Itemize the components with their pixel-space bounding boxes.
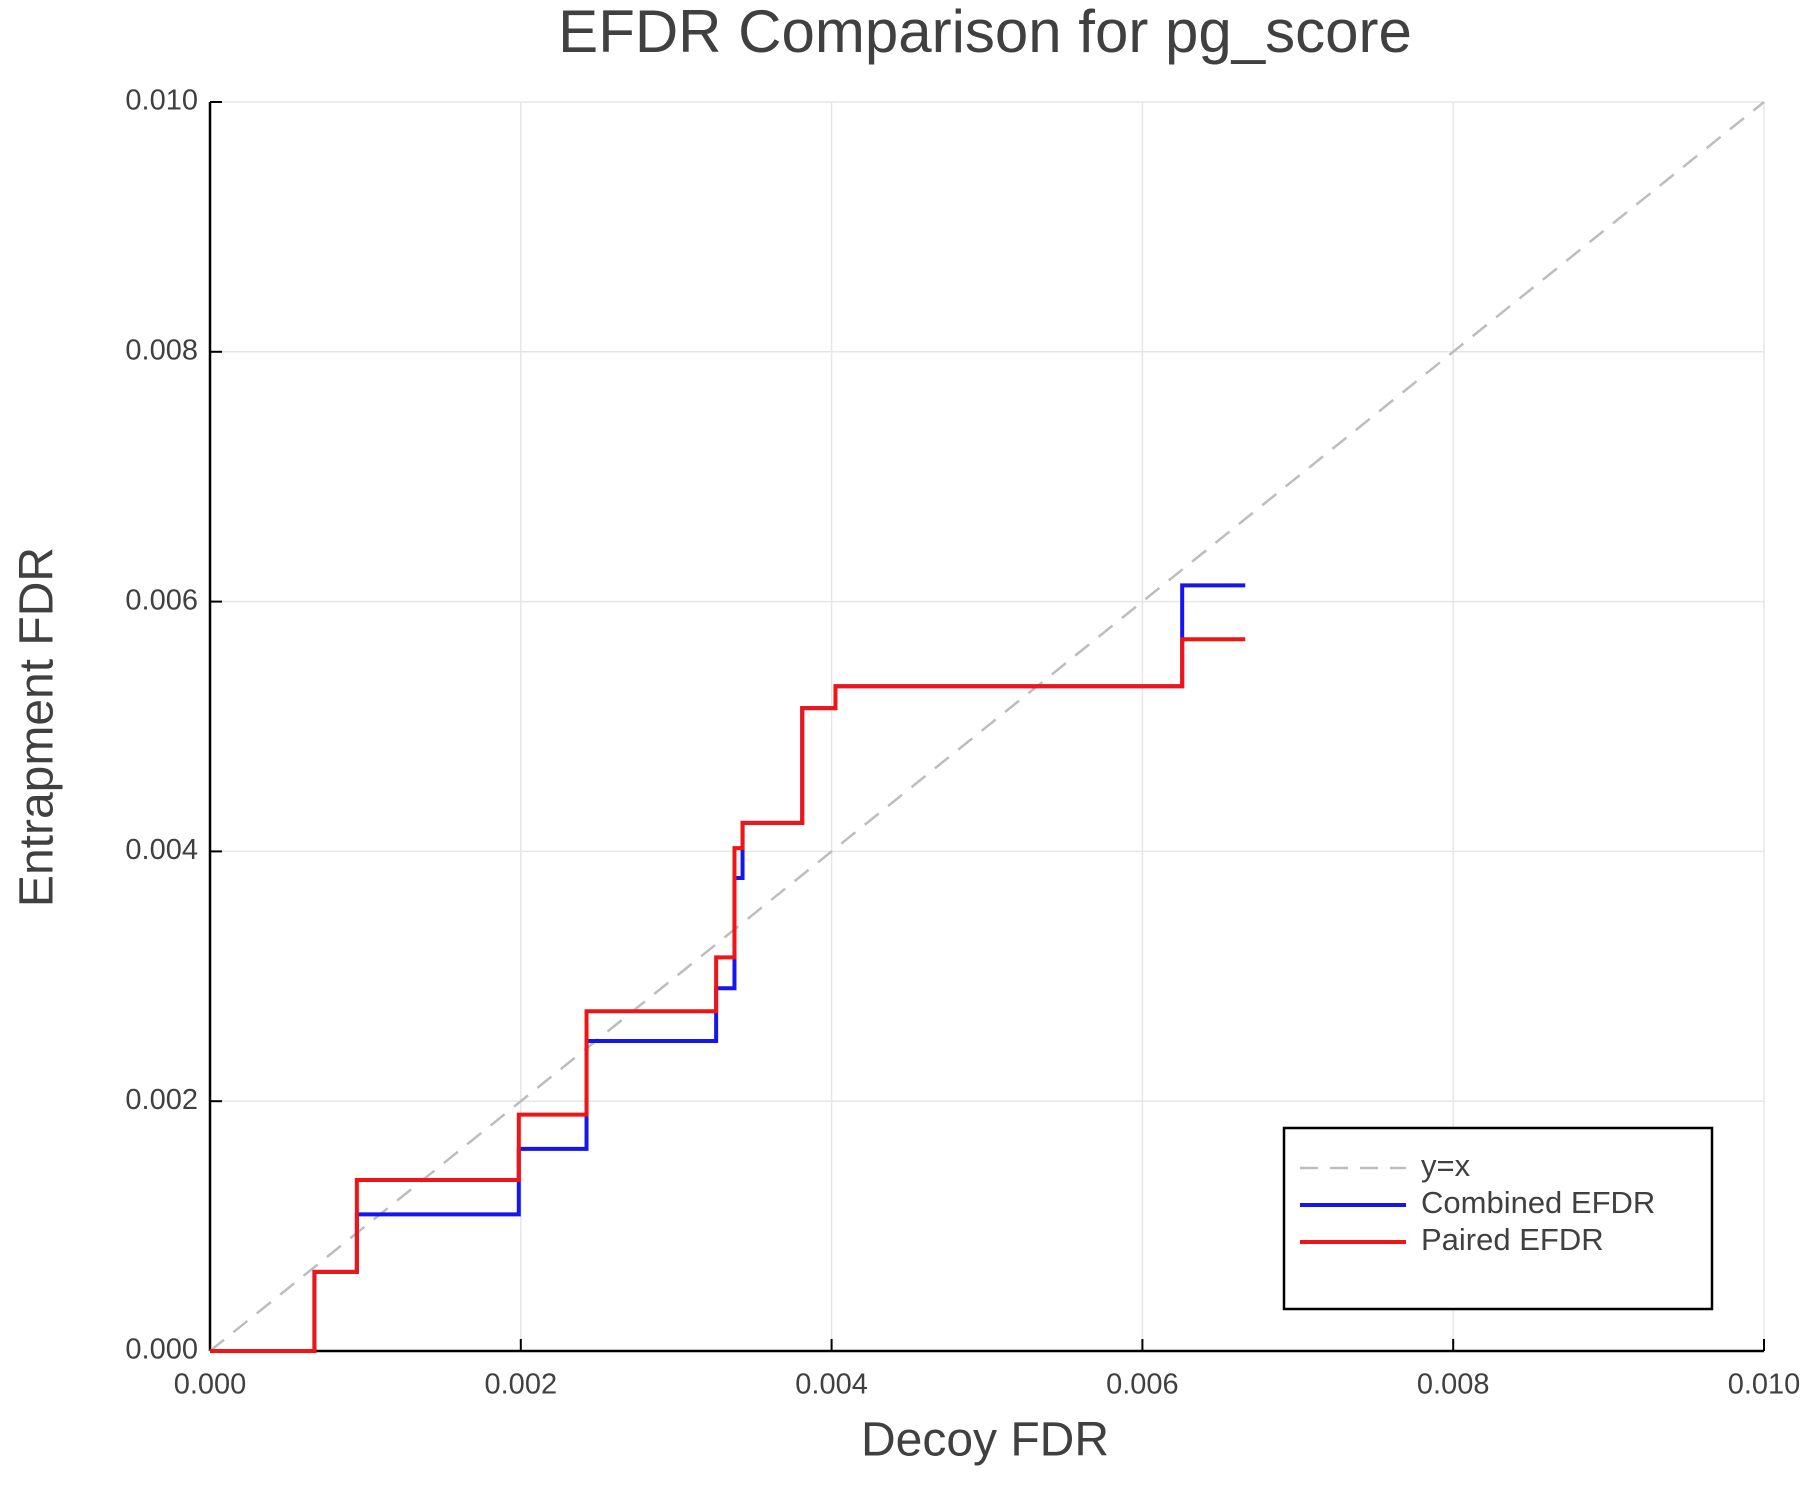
y-tick-label: 0.004	[125, 834, 198, 866]
y-tick-label: 0.002	[125, 1084, 198, 1116]
chart-title: EFDR Comparison for pg_score	[558, 0, 1412, 65]
series-line	[210, 583, 1246, 1353]
x-tick-label: 0.006	[1106, 1369, 1179, 1401]
legend-label: y=x	[1421, 1148, 1471, 1183]
x-tick-label: 0.000	[174, 1369, 247, 1401]
y-axis-label: Entrapment FDR	[11, 547, 64, 907]
y-tick-label: 0.008	[125, 334, 198, 366]
y-tick-label: 0.006	[125, 584, 198, 616]
x-axis-label: Decoy FDR	[861, 1414, 1109, 1467]
legend-label: Paired EFDR	[1421, 1222, 1604, 1257]
x-tick-label: 0.002	[485, 1369, 558, 1401]
series-line	[210, 637, 1246, 1353]
legend-label: Combined EFDR	[1421, 1185, 1655, 1220]
series-line	[209, 101, 1765, 1352]
y-tick-label: 0.000	[125, 1334, 198, 1366]
y-tick-label: 0.010	[125, 85, 198, 117]
legend-box	[1282, 1126, 1714, 1311]
x-tick-label: 0.008	[1417, 1369, 1490, 1401]
x-tick-label: 0.010	[1728, 1369, 1800, 1401]
x-tick-label: 0.004	[795, 1369, 868, 1401]
